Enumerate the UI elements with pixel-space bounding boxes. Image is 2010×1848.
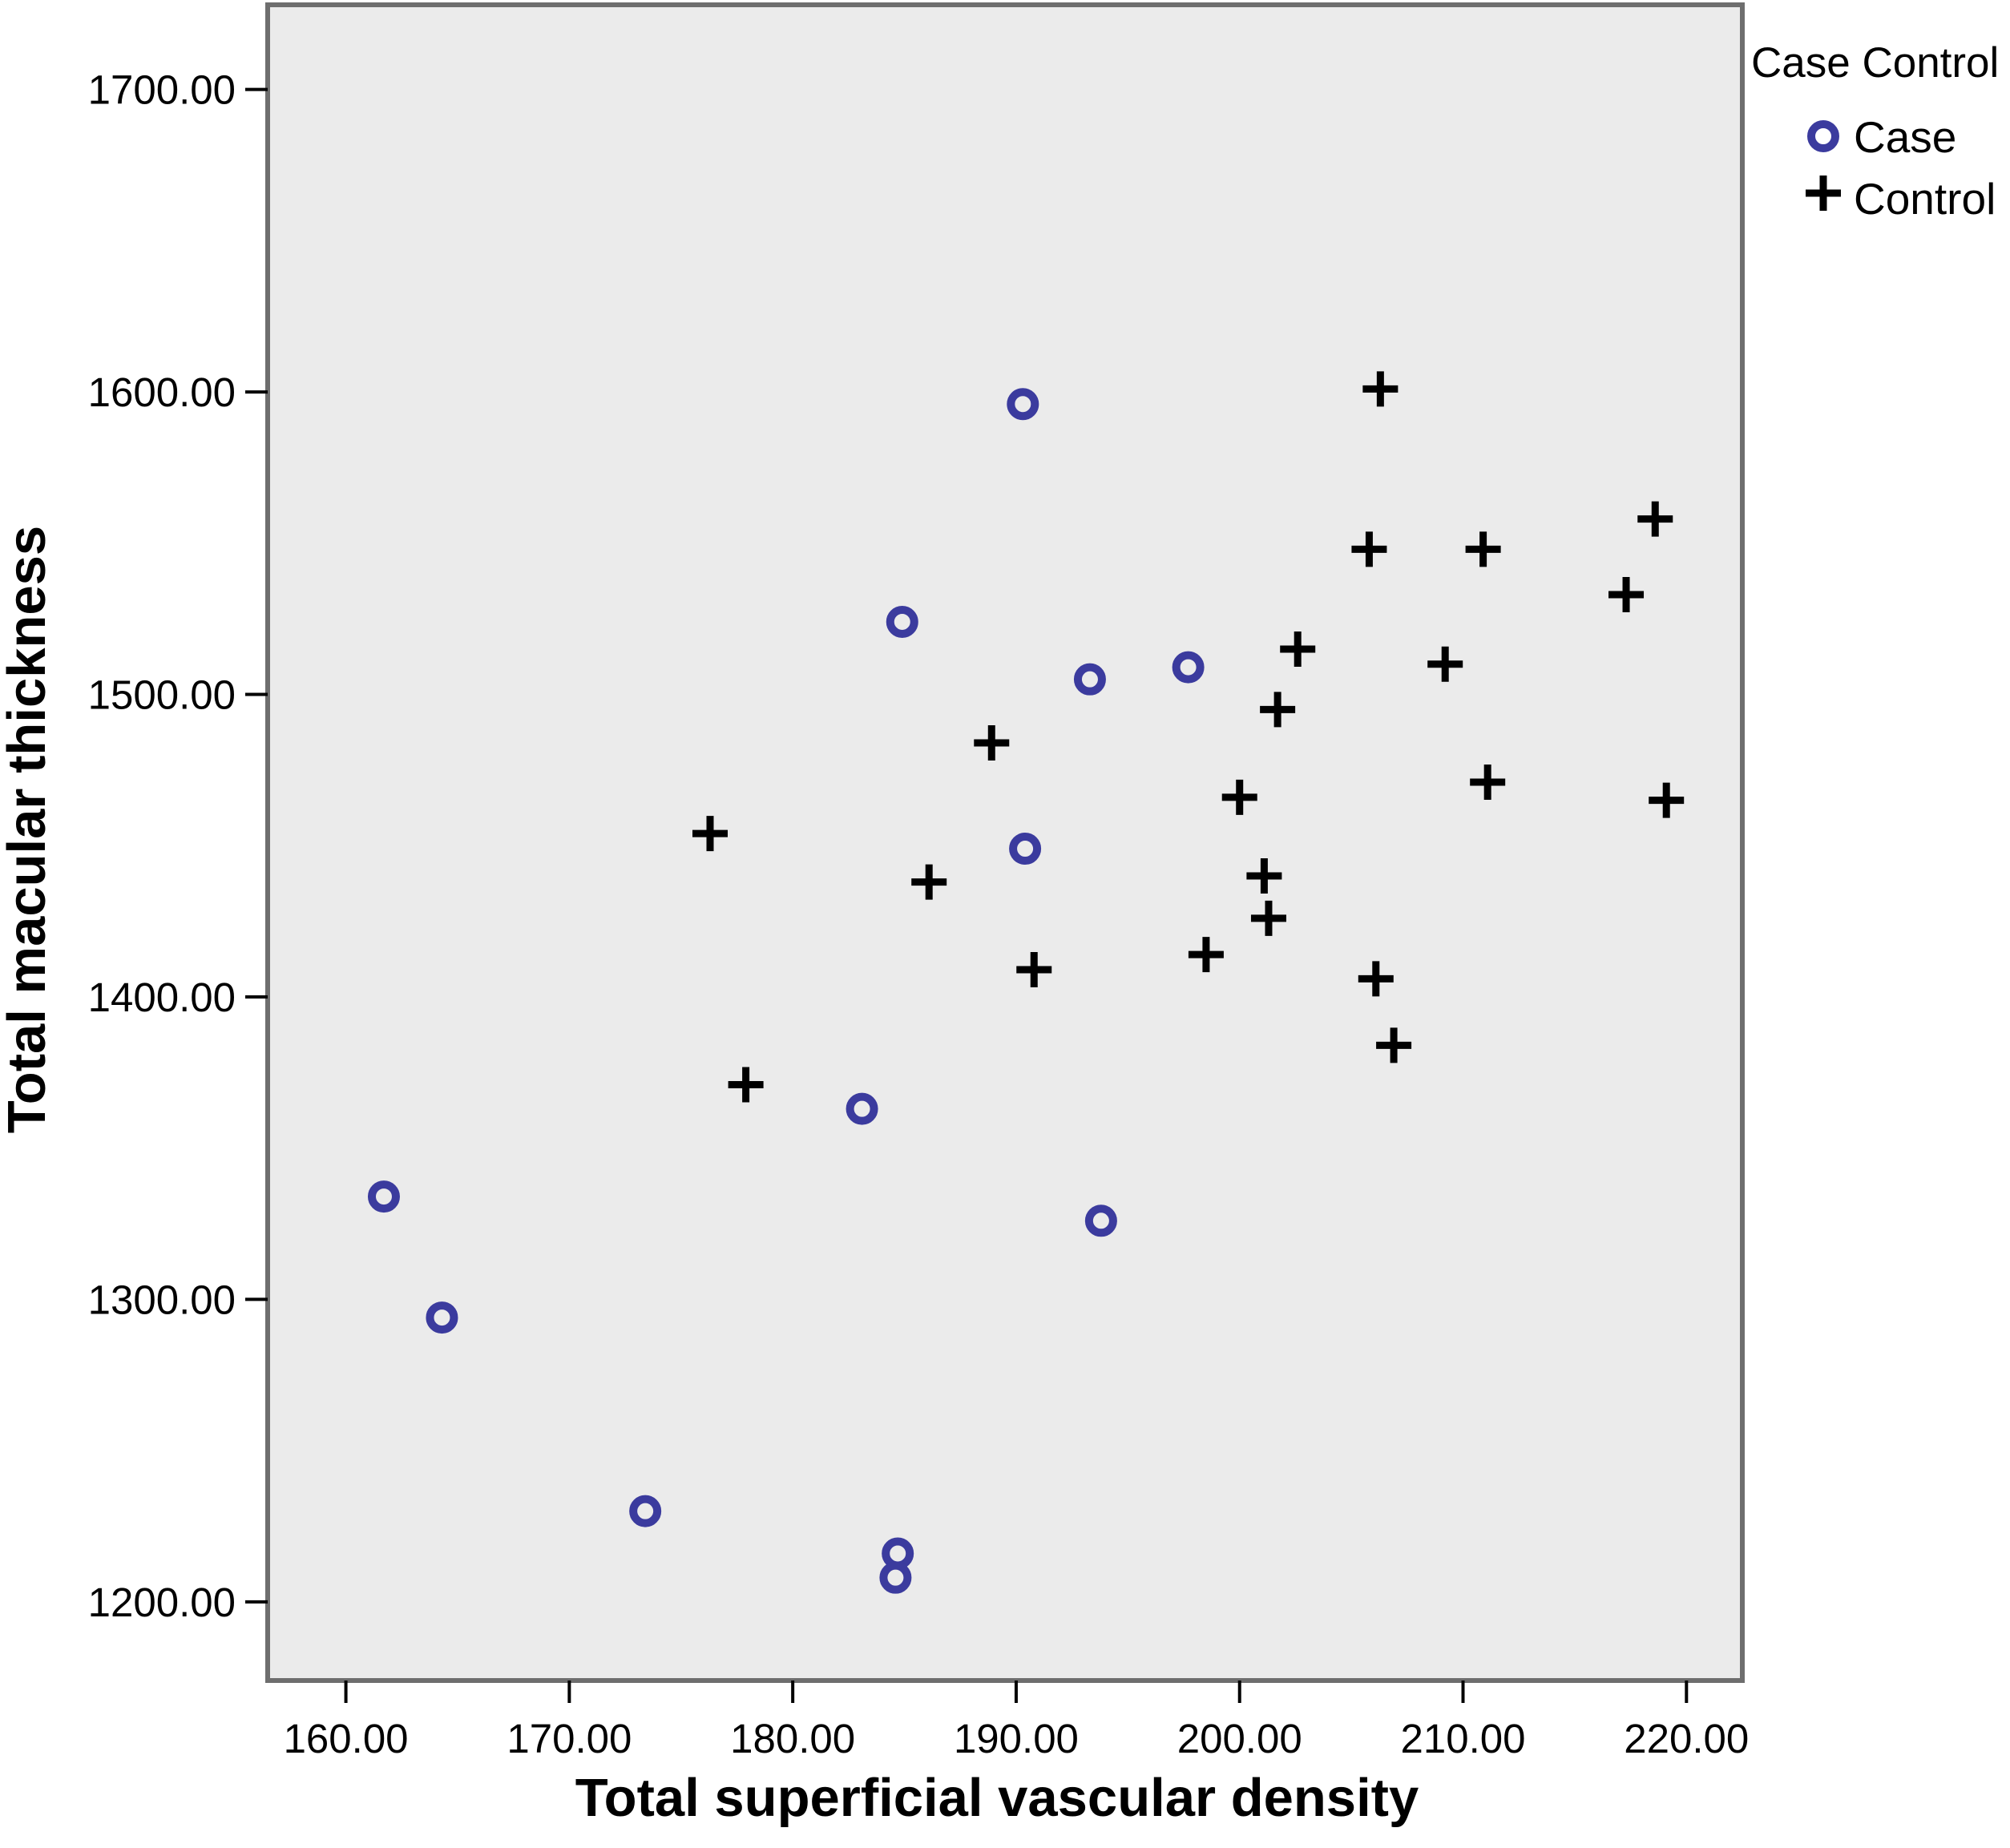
point-control	[1427, 646, 1463, 682]
point-case	[846, 1092, 878, 1125]
point-case	[886, 605, 918, 638]
point-control	[1246, 858, 1282, 894]
y-tick-label: 1500.00	[88, 672, 236, 718]
point-control	[1016, 952, 1052, 988]
legend-title: Case Control	[1751, 39, 1999, 87]
point-control	[1221, 779, 1257, 815]
point-control	[974, 724, 1010, 761]
x-tick-label: 220.00	[1624, 1716, 1749, 1761]
point-case	[367, 1180, 400, 1213]
point-control	[1362, 371, 1399, 407]
point-control	[1608, 577, 1645, 613]
point-control	[1260, 692, 1296, 728]
point-case	[426, 1301, 458, 1334]
point-control	[1358, 961, 1394, 997]
point-control	[1465, 531, 1501, 567]
plot-area	[265, 2, 1745, 1683]
point-control	[1637, 501, 1673, 537]
point-control	[1280, 631, 1316, 667]
y-tick-label: 1200.00	[88, 1580, 236, 1625]
y-axis: 1200.00 1300.00 1400.00 1500.00 1600.00 1700.…	[88, 67, 268, 1625]
y-axis-title: Total macular thickness	[0, 526, 57, 1133]
point-control	[1376, 1027, 1412, 1063]
x-axis: 160.00 170.00 180.00 190.00 200.00 210.00 220.…	[284, 1681, 1749, 1761]
x-tick-label: 180.00	[730, 1716, 855, 1761]
point-control	[728, 1067, 764, 1103]
y-tick-label: 1600.00	[88, 369, 236, 415]
legend-marker-control	[1806, 176, 1841, 211]
x-axis-title: Total superficial vascular density	[575, 1768, 1419, 1828]
y-tick-label: 1300.00	[88, 1277, 236, 1322]
x-tick-label: 210.00	[1401, 1716, 1526, 1761]
point-control	[692, 816, 728, 852]
legend-items: Case Control	[1806, 112, 1996, 224]
point-case	[1007, 388, 1039, 421]
x-tick-label: 200.00	[1177, 1716, 1302, 1761]
point-control	[1250, 900, 1286, 936]
y-tick-label: 1400.00	[88, 974, 236, 1020]
point-control	[1188, 937, 1224, 973]
y-tick-label: 1700.00	[88, 67, 236, 113]
series-control	[692, 371, 1685, 1103]
point-case	[1009, 833, 1042, 865]
point-case	[1172, 651, 1205, 684]
legend: Case Control Case Control	[1751, 39, 1999, 224]
point-control	[911, 864, 947, 900]
point-control	[1351, 531, 1387, 567]
data-points	[367, 371, 1685, 1594]
x-tick-label: 170.00	[507, 1716, 632, 1761]
legend-label-control: Control	[1854, 174, 1996, 224]
point-control	[1470, 765, 1506, 801]
series-case	[367, 388, 1205, 1594]
point-case	[629, 1495, 662, 1527]
point-control	[1649, 782, 1685, 818]
point-case	[1084, 1204, 1117, 1237]
legend-marker-case	[1807, 120, 1839, 152]
point-case	[1073, 663, 1106, 696]
point-case	[879, 1561, 912, 1594]
legend-label-case: Case	[1854, 112, 1956, 162]
x-tick-label: 160.00	[284, 1716, 409, 1761]
x-tick-label: 190.00	[954, 1716, 1079, 1761]
